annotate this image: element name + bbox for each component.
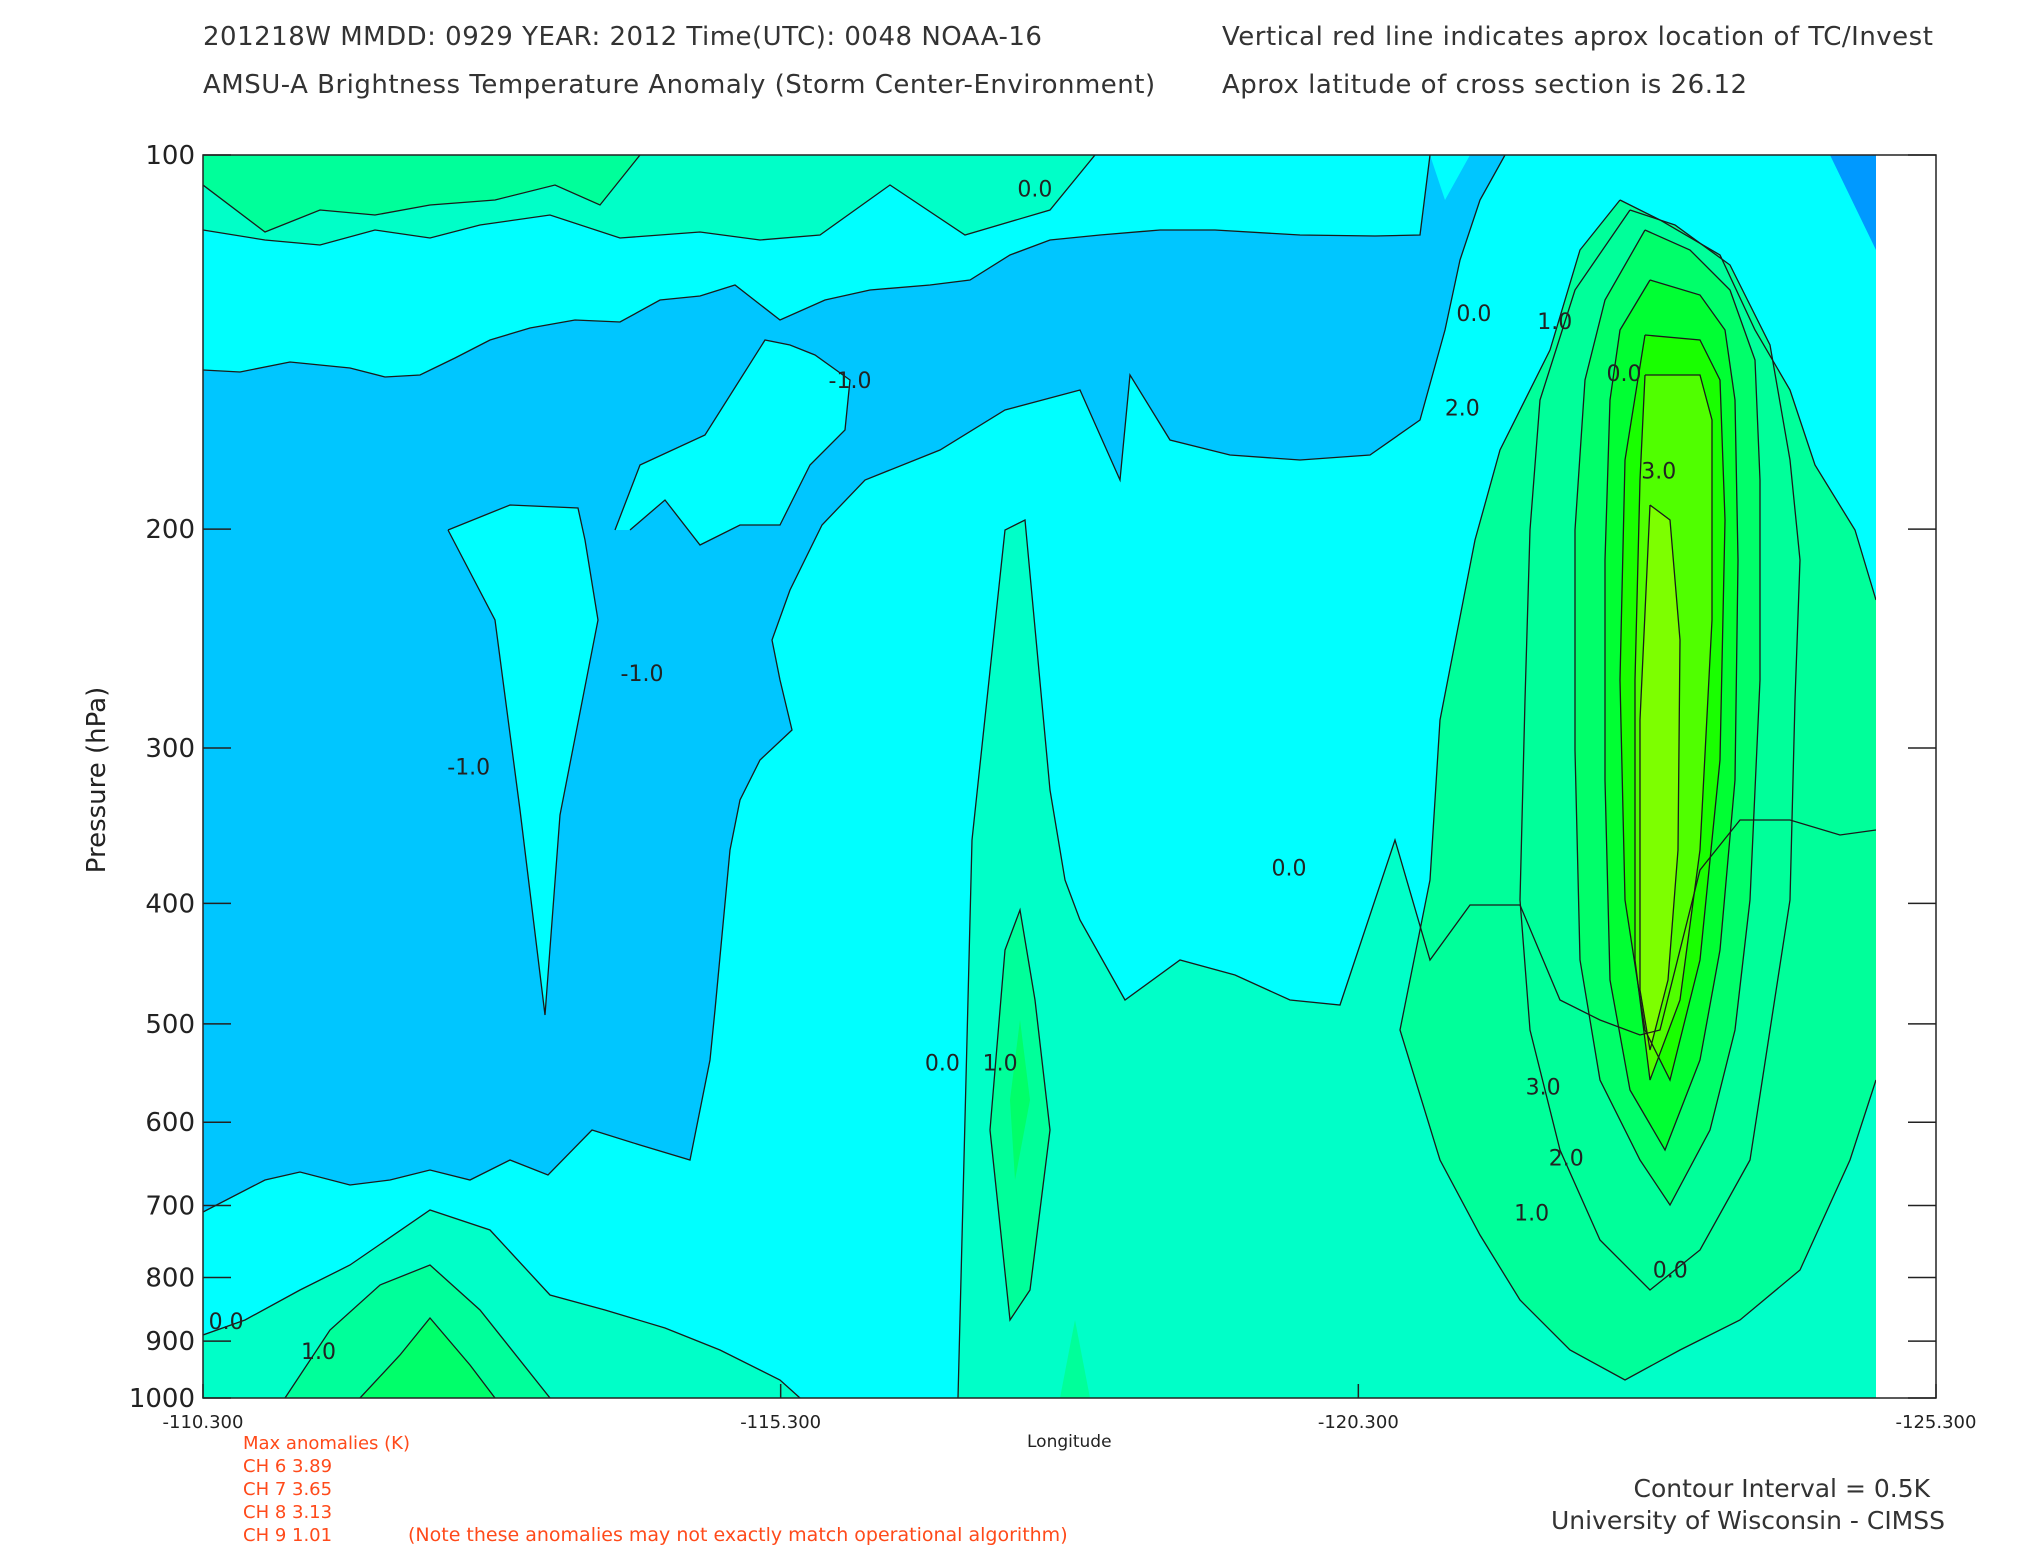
contour-line [203, 1209, 801, 1398]
contour-interval-text: Contour Interval = 0.5K [1633, 1474, 1931, 1503]
contour-label: -1.0 [621, 662, 664, 687]
y-tick-label: 900 [145, 1327, 195, 1357]
contour-line [1399, 199, 1876, 1381]
contour-line [1634, 374, 1713, 1081]
x-tick-label: -115.300 [740, 1412, 821, 1433]
max-anomaly-row: CH 9 1.01 [243, 1525, 333, 1546]
contour-label: 3.0 [1526, 1076, 1561, 1101]
positive-column-mid-base [1060, 1320, 1090, 1398]
contour-label: -1.0 [447, 755, 490, 780]
header-line-3: Vertical red line indicates aprox locati… [1222, 22, 1934, 52]
contour-label: 0.0 [1456, 302, 1491, 327]
contour-label: 0.0 [209, 1310, 244, 1335]
contour-line [447, 504, 599, 1016]
cyan-pocket-3 [775, 365, 800, 408]
max-anomaly-row: CH 7 3.65 [243, 1479, 333, 1500]
max-anomaly-row: CH 6 3.89 [243, 1456, 333, 1477]
contour-line [203, 155, 641, 233]
header-line-1: 201218W MMDD: 0929 YEAR: 2012 Time(UTC):… [203, 22, 1043, 52]
max-anomalies-box: Max anomalies (K) CH 6 3.89 CH 7 3.65 CH… [243, 1432, 410, 1547]
x-tick-label: -125.300 [1896, 1412, 1977, 1433]
contour-line [203, 155, 1096, 246]
contour-label: 1.0 [983, 1051, 1018, 1076]
x-tick-label: -110.300 [163, 1412, 244, 1433]
header-line-4: Aprox latitude of cross section is 26.12 [1222, 70, 1748, 100]
y-tick-label: 1000 [129, 1384, 195, 1414]
contour-line [284, 1264, 551, 1398]
contour-line [1619, 334, 1726, 1082]
y-tick-label: 200 [145, 515, 195, 545]
contour-label: 0.0 [925, 1051, 960, 1076]
contour-line [957, 518, 1876, 1398]
contour-line [1604, 279, 1739, 1152]
contour-line [1574, 229, 1761, 1207]
negative-corner-right [1830, 155, 1876, 250]
warm-core-ring-7 [1640, 505, 1680, 1050]
x-axis-ticks: -110.300 -115.300 -120.300 -125.300 [163, 1384, 1977, 1433]
contour-label: 1.0 [1537, 310, 1572, 335]
anomaly-note: (Note these anomalies may not exactly ma… [408, 1524, 1068, 1546]
y-tick-label: 800 [145, 1264, 195, 1294]
contour-line [614, 339, 851, 546]
positive-column-mid-core [1010, 1020, 1030, 1180]
contour-label: 0.0 [1653, 1259, 1688, 1284]
contour-label: -1.0 [829, 369, 872, 394]
bottom-left-ring-2 [360, 1318, 495, 1398]
y-tick-label: 600 [145, 1108, 195, 1138]
contour-labels: 0.0 -1.0 -1.0 -1.0 0.0 1.0 0.0 0.0 1.0 2.0 0.0 3.0 3… [209, 178, 1688, 1365]
credit-text: University of Wisconsin - CIMSS [1551, 1506, 1945, 1535]
contour-line [203, 155, 1431, 378]
max-anomalies-title: Max anomalies (K) [243, 1433, 410, 1454]
header-line-2: AMSU-A Brightness Temperature Anomaly (S… [203, 70, 1156, 100]
contour-label: 0.0 [1607, 362, 1642, 387]
y-tick-label: 400 [145, 889, 195, 919]
contour-line [203, 155, 1506, 1213]
contour-label: 0.0 [1272, 857, 1307, 882]
contour-line [1519, 209, 1801, 1291]
contour-label: 3.0 [1641, 459, 1676, 484]
contour-line [989, 907, 1051, 1322]
contour-line-group [203, 155, 1876, 1398]
x-axis-label: Longitude [1027, 1432, 1112, 1452]
contour-fill-group [203, 155, 1876, 1398]
contour-line [359, 1316, 496, 1398]
y-tick-label: 100 [145, 141, 195, 171]
max-anomaly-row: CH 8 3.13 [243, 1502, 333, 1523]
contour-label: 1.0 [1514, 1202, 1549, 1227]
x-tick-label: -120.300 [1318, 1412, 1399, 1433]
negative-region-left [203, 155, 1505, 1212]
cyan-pocket-1 [448, 505, 598, 1015]
contour-label: 2.0 [1549, 1146, 1584, 1171]
cyan-pocket-2 [615, 340, 850, 545]
y-tick-label: 500 [145, 1010, 195, 1040]
y-tick-label: 700 [145, 1191, 195, 1221]
y-axis-label: Pressure (hPa) [82, 687, 112, 874]
plot-frame [202, 154, 1937, 1399]
y-tick-label: 300 [145, 734, 195, 764]
contour-label: 1.0 [301, 1340, 336, 1365]
contour-label: 0.0 [1017, 178, 1052, 203]
y-axis-ticks: 100 200 300 400 500 600 700 800 900 1000 [129, 141, 1936, 1414]
contour-line [1639, 504, 1681, 1051]
contour-label: 2.0 [1445, 396, 1480, 421]
bottom-left-ring-1 [285, 1265, 550, 1398]
